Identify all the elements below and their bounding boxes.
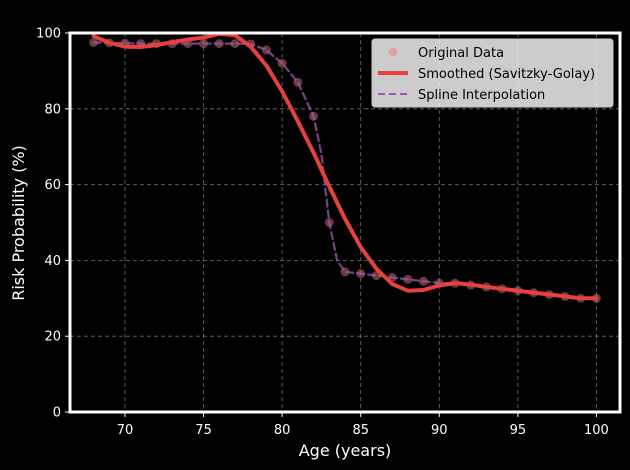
legend: Original Data Smoothed (Savitzky-Golay) … [371,38,614,108]
smoothed-line [91,31,599,301]
original-data-point [230,39,240,49]
x-tick-label: 85 [352,423,369,438]
x-tick-label: 90 [431,423,448,438]
x-tick-label: 95 [510,423,527,438]
y-tick-label: 0 [53,406,61,421]
grid [70,33,620,412]
series-layer [89,31,601,303]
y-tick-label: 60 [44,178,61,193]
y-tick-label: 80 [44,102,61,117]
legend-label-smoothed: Smoothed (Savitzky-Golay) [418,67,595,82]
y-tick-label: 20 [44,330,61,345]
legend-label-original-data: Original Data [418,46,504,61]
y-axis-label: Risk Probability (%) [9,145,28,301]
legend-marker-original-data [388,47,398,57]
ticks: 70 75 80 85 90 95 100 0 20 40 60 80 100 [36,27,609,439]
x-tick-label: 75 [195,423,212,438]
legend-box [371,38,614,108]
legend-label-spline: Spline Interpolation [418,88,545,103]
y-tick-label: 100 [36,27,61,42]
x-tick-label: 80 [274,423,291,438]
x-axis-label: Age (years) [299,441,392,460]
y-tick-label: 40 [44,254,61,269]
x-tick-label: 100 [584,423,609,438]
plot-frame [68,31,622,414]
x-tick-label: 70 [117,423,134,438]
